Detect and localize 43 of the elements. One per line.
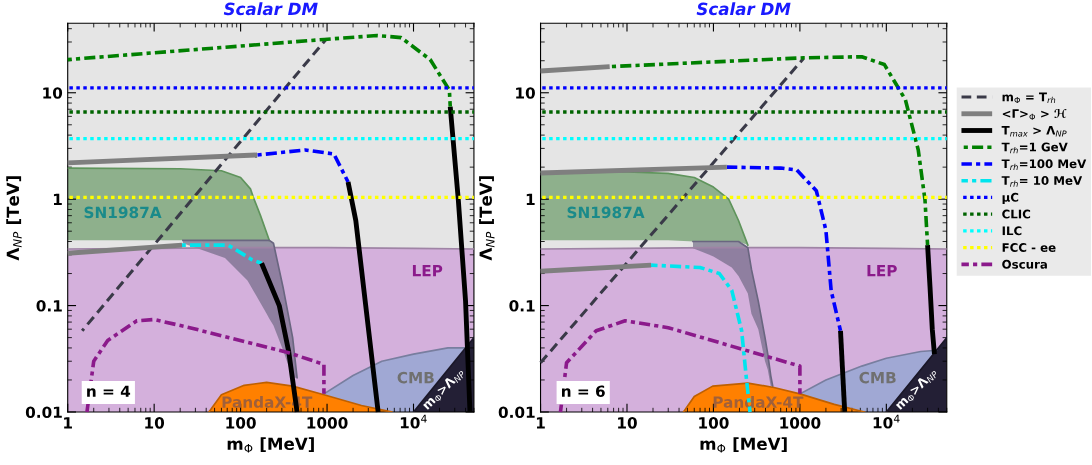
y-tick-label: 0.01: [25, 406, 62, 419]
legend-label: Oscura: [1002, 259, 1047, 269]
legend-label: μC: [1002, 192, 1019, 205]
x-tick-label: 10$^{4}$: [873, 414, 900, 429]
x-tick-label: 1: [64, 417, 72, 429]
y-tick-label: 0.1: [36, 300, 62, 312]
legend-label: ILC: [1002, 226, 1022, 236]
y-tick-label: 10: [516, 87, 535, 99]
x-tick-label: 10: [618, 417, 637, 429]
legend-label: FCC - ee: [1002, 243, 1056, 252]
y-tick-label: 1: [53, 193, 62, 205]
x-tick-label: 1000: [780, 417, 821, 429]
chart-title: Scalar DM: [223, 2, 318, 16]
y-tick-label: 1: [526, 193, 535, 205]
annotation: CMB: [397, 371, 434, 384]
annotation: n = 6: [562, 385, 605, 397]
y-tick-label: 10: [43, 87, 63, 99]
x-axis-title: m$_{Φ}$ [MeV]: [700, 437, 787, 453]
legend-label: m$_{Φ}$ = T$_{rh}$: [1002, 92, 1056, 104]
annotation: SN1987A: [567, 206, 645, 219]
x-tick-label: 100: [226, 417, 256, 429]
x-tick-label: 1000: [307, 417, 348, 429]
annotation: SN1987A: [84, 206, 162, 219]
annotation: LEP: [412, 265, 443, 277]
y-axis-title: Λ$_{NP}$ [TeV]: [6, 176, 22, 261]
y-tick-label: 0.01: [498, 406, 535, 419]
y-tick-label: 0.1: [509, 300, 535, 312]
legend-label: T$_{rh}$=1 GeV: [1001, 142, 1068, 154]
legend-label: <Γ>$_{Φ}$ > ℋ: [1002, 109, 1067, 120]
x-tick-label: 10: [145, 417, 165, 429]
annotation: CMB: [859, 371, 896, 384]
annotation: LEP: [867, 265, 897, 277]
legend-label: T$_{max}$ > Λ$_{NP}$: [1001, 126, 1067, 137]
annotation: n = 4: [87, 385, 131, 397]
x-axis-title: m$_{Φ}$ [MeV]: [227, 437, 314, 453]
chart-title: Scalar DM: [696, 2, 791, 16]
legend-label: CLIC: [1002, 209, 1031, 219]
x-tick-label: 100: [699, 417, 729, 429]
x-tick-label: 10$^{4}$: [400, 414, 427, 429]
legend-label: T$_{rh}$=100 MeV: [1001, 159, 1087, 170]
legend-label: T$_{rh}$= 10 MeV: [1001, 175, 1083, 187]
y-axis-title: Λ$_{NP}$ [TeV]: [479, 176, 495, 261]
x-tick-label: 1: [536, 417, 545, 429]
